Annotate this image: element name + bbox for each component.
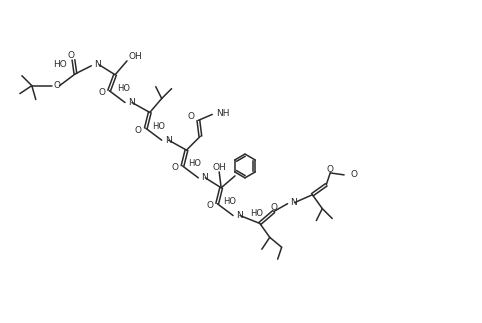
- Text: N: N: [201, 173, 208, 182]
- Text: N: N: [165, 136, 172, 145]
- Text: N: N: [94, 60, 101, 69]
- Text: HO: HO: [53, 60, 67, 69]
- Text: O: O: [350, 171, 357, 179]
- Text: O: O: [172, 163, 178, 172]
- Text: N: N: [128, 98, 135, 107]
- Text: NH: NH: [216, 109, 230, 118]
- Text: HO: HO: [117, 84, 130, 93]
- Text: O: O: [54, 81, 61, 90]
- Text: O: O: [270, 203, 277, 212]
- Text: O: O: [98, 88, 105, 97]
- Text: N: N: [291, 198, 297, 207]
- Text: HO: HO: [223, 197, 236, 206]
- Text: OH: OH: [212, 163, 226, 172]
- Text: O: O: [206, 201, 213, 210]
- Text: O: O: [327, 165, 334, 174]
- Text: O: O: [135, 126, 142, 135]
- Text: O: O: [187, 112, 194, 121]
- Text: N: N: [236, 211, 243, 220]
- Text: HO: HO: [188, 160, 201, 169]
- Text: OH: OH: [129, 52, 143, 61]
- Text: O: O: [68, 51, 75, 60]
- Text: HO: HO: [250, 209, 263, 218]
- Text: HO: HO: [152, 122, 165, 131]
